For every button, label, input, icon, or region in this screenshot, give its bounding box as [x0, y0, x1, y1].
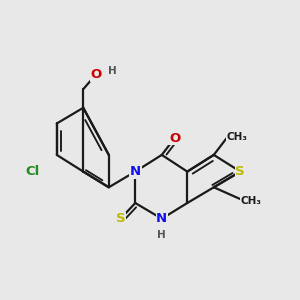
Text: CH₃: CH₃	[226, 132, 248, 142]
Text: S: S	[236, 165, 245, 178]
Text: CH₃: CH₃	[241, 196, 262, 206]
Text: N: N	[130, 165, 141, 178]
Text: H: H	[158, 230, 166, 240]
Text: Cl: Cl	[25, 165, 39, 178]
Text: O: O	[169, 132, 180, 145]
Text: S: S	[116, 212, 125, 225]
Text: O: O	[90, 68, 102, 81]
Text: N: N	[156, 212, 167, 225]
Text: H: H	[108, 67, 117, 76]
